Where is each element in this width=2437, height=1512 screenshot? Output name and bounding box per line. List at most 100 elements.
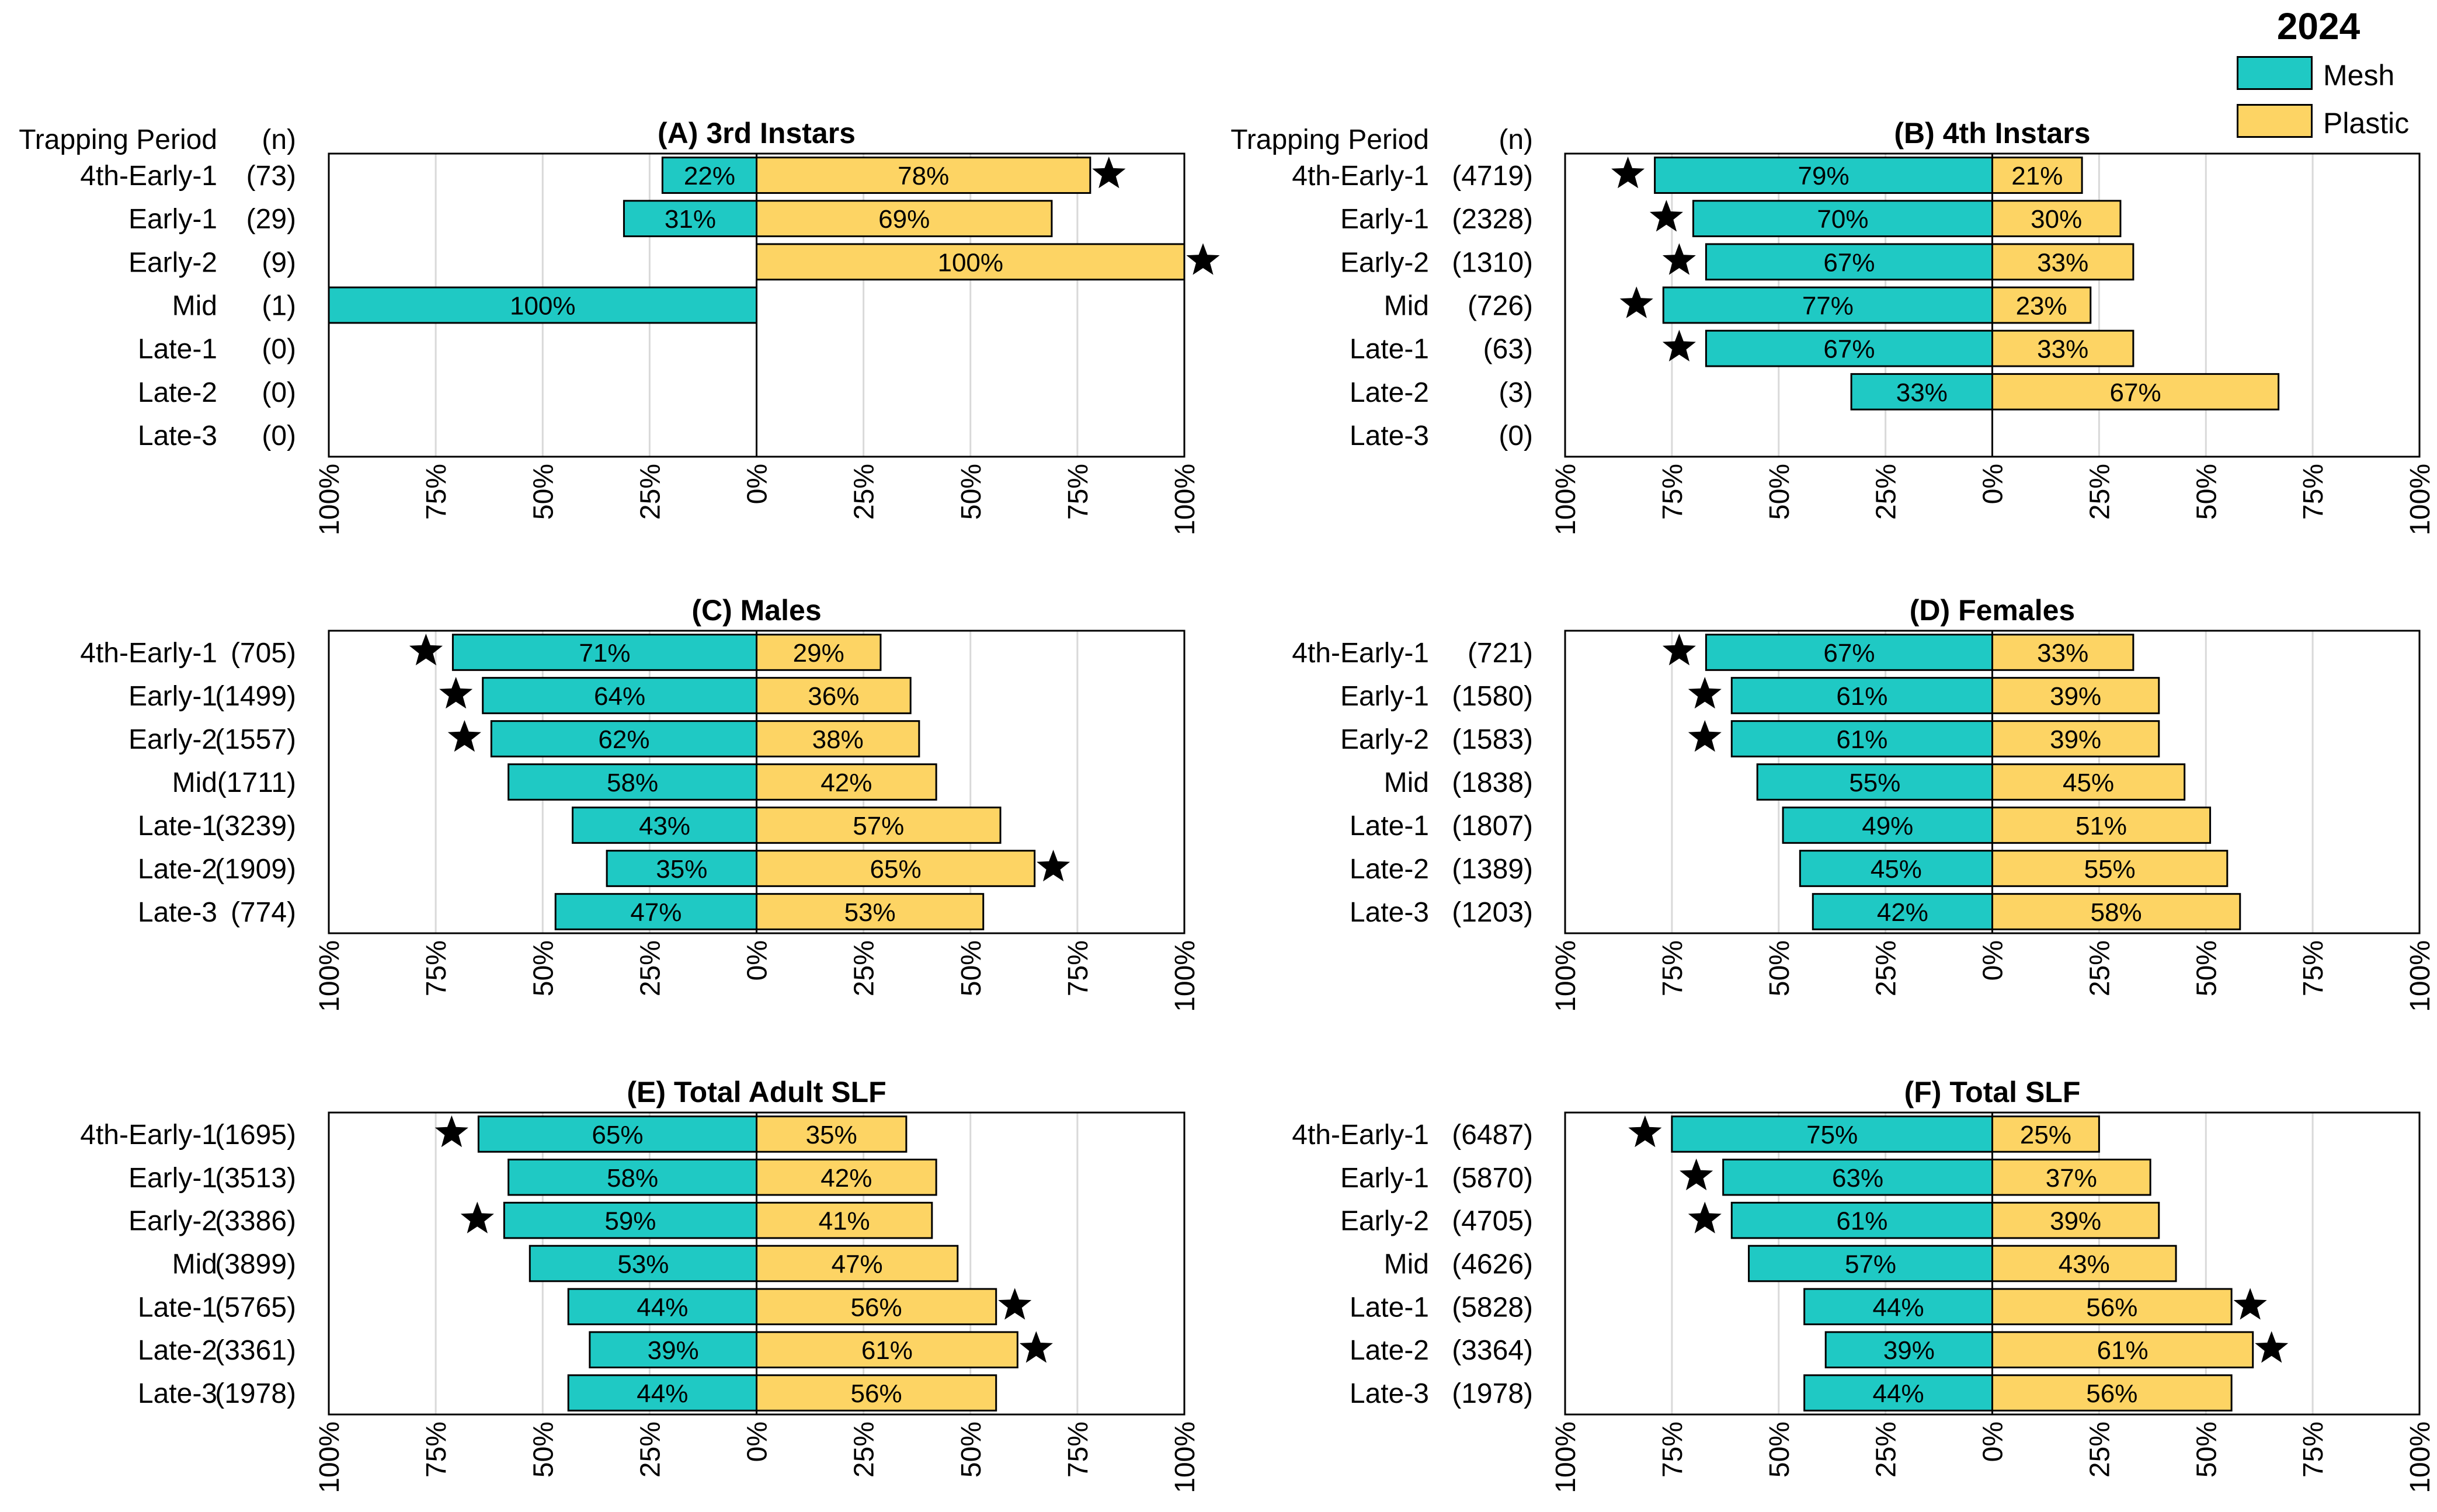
significance-star-icon [1611, 157, 1645, 189]
x-tick-label-a: 25% [849, 464, 880, 520]
plastic-bar-f [1991, 1288, 2233, 1326]
mesh-value-label-e: 59% [604, 1207, 656, 1236]
mesh-bar-d [1756, 763, 1994, 801]
n-label-f: (4626) [1452, 1249, 1533, 1280]
mesh-bar-a [661, 157, 757, 194]
mesh-value-label-c: 62% [598, 725, 649, 754]
mesh-bar-d [1782, 807, 1993, 844]
x-tick-label-e: 50% [956, 1421, 987, 1478]
mesh-bar-f [1722, 1159, 1994, 1196]
n-label-f: (3364) [1452, 1335, 1533, 1366]
category-label-e: Late-3 [138, 1378, 217, 1409]
mesh-value-label-c: 43% [639, 812, 690, 840]
category-label-f: Early-2 [1340, 1206, 1429, 1237]
mesh-value-label-e: 65% [592, 1121, 643, 1149]
plastic-bar-d [1991, 807, 2212, 844]
panel-title-d: (D) Females [1910, 594, 2075, 627]
mesh-bar-f [1824, 1331, 1994, 1368]
n-label-e: (3386) [215, 1206, 296, 1237]
mesh-value-label-c: 71% [579, 639, 630, 668]
n-label-c: (1711) [217, 767, 296, 798]
n-label-d: (1580) [1452, 681, 1533, 712]
panel-title-c: (C) Males [691, 594, 821, 627]
significance-star-icon [1688, 720, 1722, 752]
plastic-value-label-c: 57% [853, 812, 904, 840]
plastic-value-label-d: 51% [2076, 812, 2127, 840]
x-tick-label-d: 75% [2298, 940, 2329, 996]
category-label-c: Early-2 [128, 724, 217, 755]
n-label-e: (5765) [215, 1292, 296, 1323]
x-tick-label-d: 100% [1550, 940, 1581, 1012]
mesh-value-label-e: 53% [617, 1250, 669, 1279]
mesh-value-label-b: 79% [1798, 162, 1850, 190]
significance-star-icon [1037, 850, 1070, 882]
plastic-bar-f [1991, 1115, 2100, 1153]
plastic-value-label-b: 33% [2037, 248, 2088, 277]
mesh-bar-e [507, 1159, 758, 1196]
plastic-value-label-f: 56% [2086, 1379, 2137, 1408]
category-label-c: Mid [172, 767, 217, 798]
category-label-d: 4th-Early-1 [1292, 638, 1429, 669]
mesh-value-label-e: 39% [648, 1336, 699, 1365]
category-label-c: Late-1 [138, 811, 217, 842]
plot-frame-c [328, 630, 1186, 934]
x-tick-label-a: 75% [1063, 464, 1094, 520]
mesh-value-label-c: 35% [656, 855, 707, 884]
plastic-bar-d [1991, 720, 2160, 757]
mesh-value-label-e: 44% [637, 1293, 688, 1322]
significance-star-icon [2255, 1331, 2289, 1363]
x-tick-label-c: 50% [956, 940, 987, 996]
category-label-a: Late-3 [138, 420, 217, 451]
category-label-d: Mid [1384, 767, 1429, 798]
plastic-bar-b [1991, 157, 2083, 194]
significance-star-icon [1688, 677, 1722, 709]
plastic-bar-c [756, 720, 920, 757]
mesh-value-label-b: 33% [1896, 378, 1948, 407]
plot-frame-e [328, 1111, 1186, 1416]
x-tick-label-c: 25% [635, 940, 666, 996]
plastic-bar-e [756, 1331, 1018, 1368]
significance-star-icon [409, 634, 443, 666]
x-tick-label-a: 50% [528, 464, 559, 520]
plastic-bar-c [756, 634, 882, 671]
mesh-bar-e [567, 1374, 757, 1412]
category-label-b: Late-3 [1350, 420, 1429, 451]
n-label-e: (3513) [215, 1163, 296, 1194]
plastic-bar-d [1991, 634, 2134, 671]
x-tick-label-c: 100% [1170, 940, 1201, 1012]
category-label-d: Late-3 [1350, 897, 1429, 928]
plastic-value-label-b: 67% [2110, 378, 2161, 407]
mesh-value-label-f: 57% [1845, 1250, 1896, 1279]
plastic-value-label-f: 56% [2086, 1293, 2137, 1322]
plastic-bar-b [1991, 329, 2134, 367]
n-label-a: (9) [262, 247, 296, 278]
mesh-value-label-b: 67% [1823, 248, 1875, 277]
n-label-b: (63) [1483, 334, 1533, 365]
n-label-b: (726) [1468, 291, 1533, 322]
plastic-bar-b [1991, 373, 2280, 411]
category-label-e: 4th-Early-1 [80, 1120, 217, 1150]
x-tick-label-b: 50% [1764, 464, 1795, 520]
x-tick-label-a: 100% [1170, 464, 1201, 536]
category-label-b: Early-2 [1340, 247, 1429, 278]
mesh-value-label-a: 31% [665, 205, 716, 234]
mesh-value-label-d: 61% [1836, 682, 1887, 711]
plastic-bar-d [1991, 763, 2186, 801]
mesh-bar-c [451, 634, 757, 671]
legend-label-plastic: Plastic [2323, 107, 2410, 140]
n-label-a: (0) [262, 334, 296, 365]
plastic-value-label-e: 61% [861, 1336, 913, 1365]
plastic-value-label-c: 42% [821, 769, 872, 797]
mesh-value-label-d: 55% [1849, 769, 1900, 797]
plastic-value-label-a: 78% [898, 162, 949, 190]
plastic-value-label-b: 30% [2031, 205, 2082, 234]
mesh-bar-f [1671, 1115, 1993, 1153]
plastic-bar-f [1991, 1159, 2151, 1196]
x-tick-label-d: 50% [2191, 940, 2222, 996]
n-label-a: (73) [246, 161, 296, 192]
mesh-value-label-f: 44% [1873, 1379, 1924, 1408]
category-label-f: Late-2 [1350, 1335, 1429, 1366]
mesh-value-label-d: 61% [1836, 725, 1887, 754]
category-label-b: Early-1 [1340, 204, 1429, 235]
mesh-value-label-d: 67% [1823, 639, 1875, 668]
